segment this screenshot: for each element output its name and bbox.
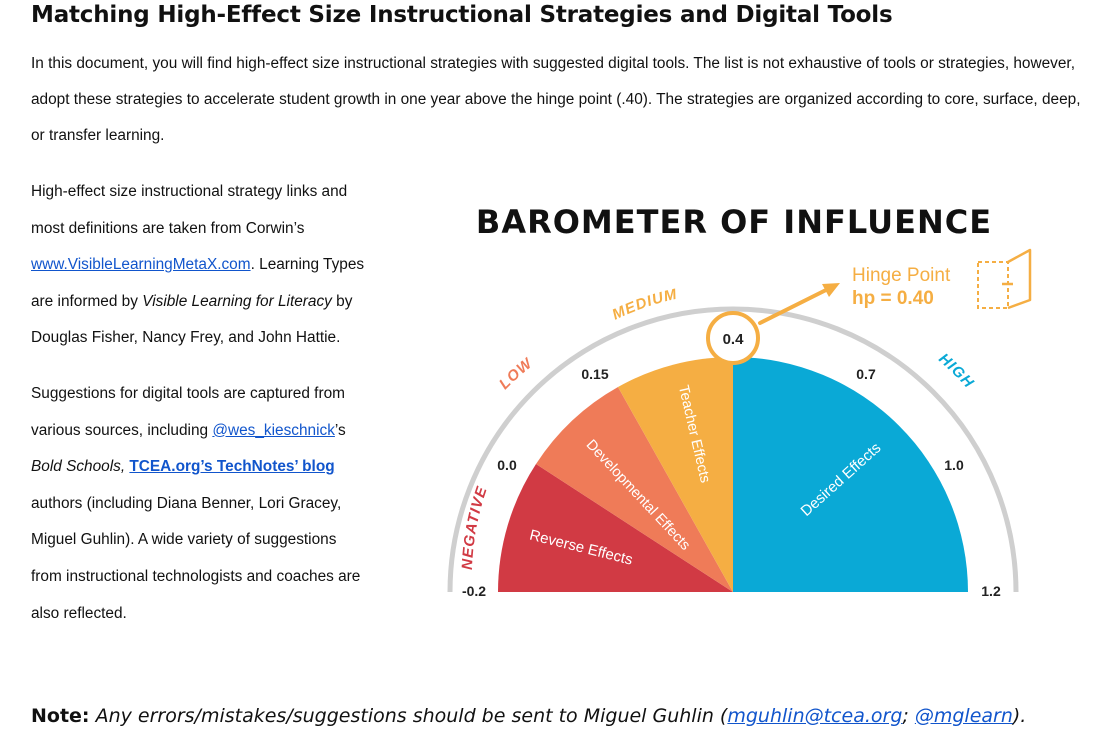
email-link[interactable]: mguhlin@tcea.org <box>727 705 903 727</box>
hinge-arrow-line <box>758 286 832 325</box>
sources-text-b: . Learning Types are informed by <box>31 256 365 310</box>
note-line: Note: Any errors/mistakes/suggestions sh… <box>31 705 1026 727</box>
tools-text-b: ’s <box>334 421 346 439</box>
wes-kieschnick-link[interactable]: @wes_kieschnick <box>212 421 335 439</box>
technotes-blog-link[interactable]: TCEA.org’s TechNotes’ blog <box>129 458 335 476</box>
intro-paragraph: In this document, you will find high-eff… <box>31 55 1081 144</box>
tools-text-a: Suggestions for digital tools are captur… <box>31 385 345 439</box>
zone-low-label: LOW <box>496 354 537 393</box>
sources-text-c: by Douglas Fisher, Nancy Frey, and John … <box>31 292 353 347</box>
tick-label-0-4: 0.4 <box>723 331 745 348</box>
sources-paragraph: High-effect size instructional strategy … <box>31 174 371 357</box>
note-text: Any errors/mistakes/suggestions should b… <box>89 705 728 727</box>
hinge-point-value: hp = 0.40 <box>852 288 934 309</box>
tick-label-neg-0-2: -0.2 <box>462 583 486 599</box>
book-title: Visible Learning for Literacy <box>142 292 332 310</box>
tick-label-1-2: 1.2 <box>981 583 1001 599</box>
visible-learning-link[interactable]: www.VisibleLearningMetaX.com <box>31 256 251 274</box>
sources-text-a: High-effect size instructional strategy … <box>31 183 348 237</box>
tools-text-c: authors (including Diana Benner, Lori Gr… <box>31 494 361 622</box>
reverse-effects-segment <box>498 464 733 592</box>
hinge-point-marker <box>706 311 760 365</box>
bold-schools-title: Bold Schools, <box>31 458 130 476</box>
developmental-effects-segment <box>536 387 733 592</box>
tick-label-1-0: 1.0 <box>944 457 964 473</box>
gauge-title: BAROMETER OF INFLUENCE <box>476 203 992 241</box>
mglearn-handle-link[interactable]: @mglearn <box>914 705 1013 727</box>
tick-label-0-0: 0.0 <box>497 457 517 473</box>
desired-effects-segment <box>733 357 968 592</box>
hinge-point-label: Hinge Point <box>852 265 951 286</box>
zone-negative-label: NEGATIVE <box>459 484 491 570</box>
hinge-arrow-head <box>822 283 840 297</box>
document-title: Matching High-Effect Size Instructional … <box>31 2 893 28</box>
gauge-outer-arc <box>447 306 1019 593</box>
teacher-effects-segment <box>618 356 733 592</box>
tick-label-0-7: 0.7 <box>856 366 876 382</box>
barometer-of-influence-gauge: BAROMETER OF INFLUENCE Reverse Effects D… <box>447 203 1032 599</box>
note-separator: ; <box>902 705 909 727</box>
tools-paragraph: Suggestions for digital tools are captur… <box>31 376 371 632</box>
door-icon <box>977 248 1032 310</box>
note-end: ). <box>1012 705 1027 727</box>
zone-high-label: HIGH <box>935 350 977 392</box>
tick-label-0-15: 0.15 <box>581 366 608 382</box>
note-label: Note: <box>31 705 90 727</box>
